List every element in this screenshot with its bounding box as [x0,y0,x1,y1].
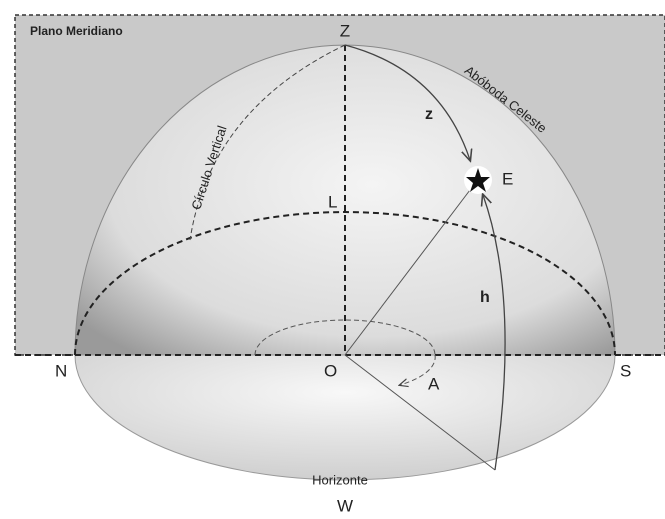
label: O [324,361,337,380]
label: Horizonte [312,472,368,487]
label: N [55,361,67,380]
label: Plano Meridiano [30,24,123,38]
label: S [620,361,631,380]
label: A [428,374,440,393]
celestial-sphere-diagram: Plano Meridiano Z Abóboda Celeste Círcul… [0,0,665,519]
label: h [480,289,490,306]
label: Z [340,21,350,40]
horizon-plane [75,355,615,480]
label: W [337,496,353,515]
label: E [502,169,513,188]
label: L [328,192,337,211]
label: z [425,106,433,123]
